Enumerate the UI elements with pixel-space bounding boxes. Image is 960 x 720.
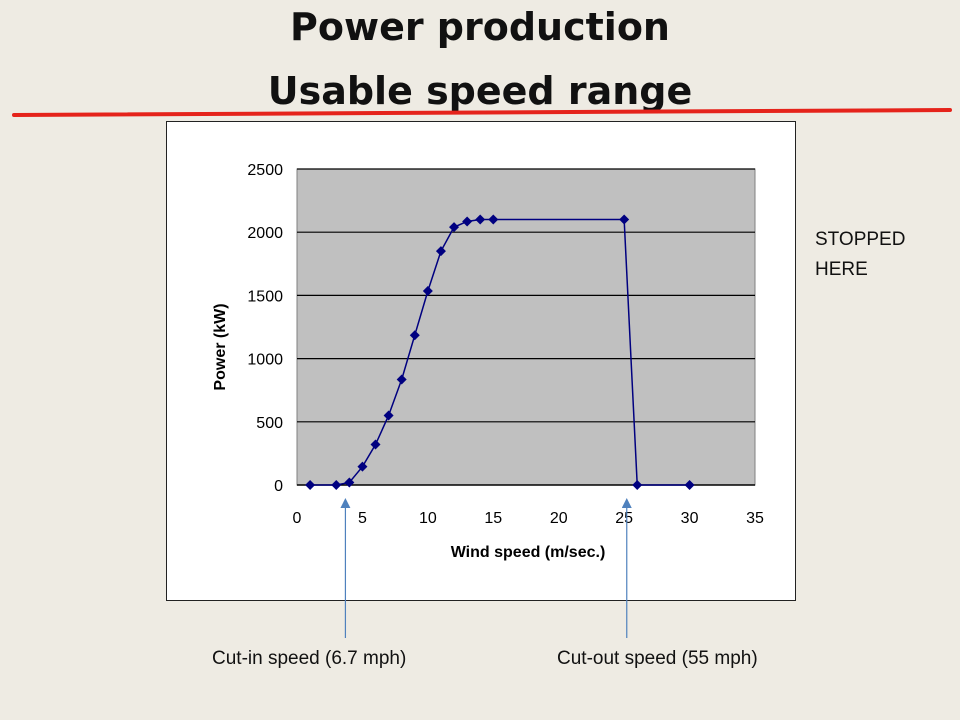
data-point-marker	[619, 214, 630, 225]
plot-area	[296, 168, 756, 486]
x-tick-label: 15	[484, 510, 502, 527]
grid-lines	[297, 168, 755, 486]
data-point-marker	[344, 477, 355, 488]
power-curve-chart: 0 5 10 15 20 25 30 35 0 500 1000 1500 2000 2500 Wind…	[212, 162, 764, 561]
y-tick-label: 1000	[247, 352, 283, 369]
x-tick-label: 5	[358, 510, 367, 527]
stopped-here-note: STOPPED HERE	[815, 225, 905, 285]
x-tick-label: 35	[746, 510, 764, 527]
data-point-marker	[383, 410, 394, 421]
slide-title-line-1: Power production	[290, 5, 670, 49]
x-tick-label: 25	[615, 510, 633, 527]
y-tick-label: 0	[274, 478, 283, 495]
x-tick-labels: 0 5 10 15 20 25 30 35	[293, 510, 764, 527]
x-tick-label: 0	[293, 510, 302, 527]
y-tick-label: 1500	[247, 288, 283, 305]
data-point-marker	[435, 246, 446, 257]
data-point-marker	[462, 216, 473, 227]
data-point-marker	[396, 374, 407, 385]
y-tick-label: 2500	[247, 162, 283, 179]
data-point-marker	[632, 480, 643, 490]
data-point-marker	[305, 480, 316, 490]
data-point-marker	[422, 285, 433, 296]
cut-in-speed-label: Cut-in speed (6.7 mph)	[212, 648, 407, 669]
data-point-marker	[409, 330, 420, 341]
x-tick-label: 30	[681, 510, 699, 527]
title-underline	[12, 108, 952, 117]
slide-title-line-2: Usable speed range	[267, 69, 693, 113]
data-point-marker	[331, 480, 342, 490]
x-tick-label: 10	[419, 510, 437, 527]
y-tick-label: 500	[256, 415, 283, 432]
chart-frame: 0 5 10 15 20 25 30 35 0 500 1000 1500 2000 2500 Wind…	[166, 121, 796, 601]
data-point-marker	[449, 222, 460, 233]
stopped-here-line-1: STOPPED	[815, 229, 906, 250]
data-point-marker	[488, 214, 499, 225]
x-tick-label: 20	[550, 510, 568, 527]
y-tick-labels: 0 500 1000 1500 2000 2500	[247, 162, 283, 495]
x-axis-label: Wind speed (m/sec.)	[451, 544, 606, 561]
data-point-marker	[370, 439, 381, 450]
y-tick-label: 2000	[247, 225, 283, 242]
cut-out-speed-label: Cut-out speed (55 mph)	[557, 648, 758, 669]
series-group	[305, 214, 695, 490]
data-point-marker	[357, 461, 368, 472]
y-axis-label: Power (kW)	[212, 303, 229, 390]
data-point-marker	[684, 480, 695, 490]
data-point-marker	[475, 214, 486, 225]
stopped-here-line-2: HERE	[815, 259, 868, 280]
